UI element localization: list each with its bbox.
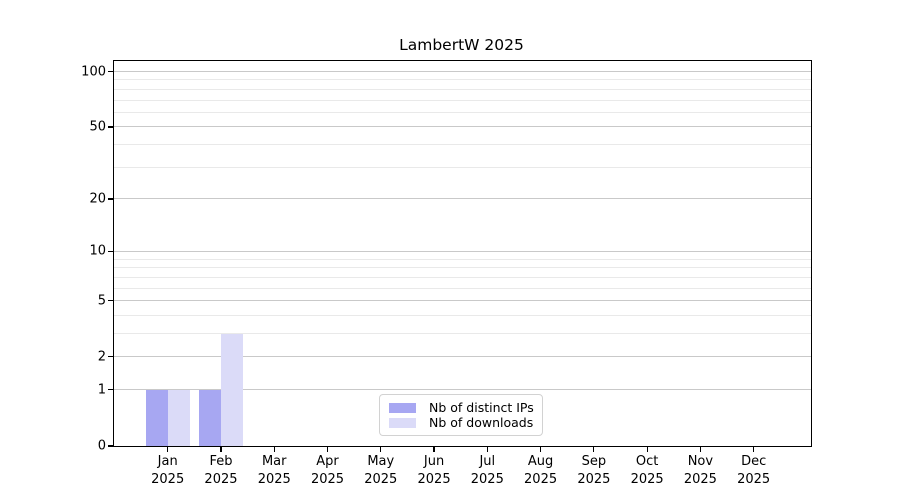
gridline-minor — [114, 79, 811, 81]
y-tick-mark — [107, 70, 113, 73]
x-tick-year: 2025 — [470, 472, 504, 488]
gridline-minor — [114, 88, 811, 90]
y-tick-label: 5 — [97, 293, 106, 309]
bar-downloads — [220, 333, 243, 446]
gridline-minor — [114, 276, 811, 278]
y-tick-label: 50 — [89, 119, 106, 135]
legend-item: Nb of downloads — [389, 415, 534, 430]
gridline-minor — [114, 258, 811, 260]
x-tick-label: Apr 2025 — [311, 453, 344, 490]
x-tick-mark — [433, 446, 435, 452]
gridline-minor — [114, 314, 811, 316]
y-tick-label: 10 — [89, 243, 106, 259]
x-tick-label: May 2025 — [364, 453, 397, 490]
x-tick-label: Sep 2025 — [577, 453, 610, 490]
y-tick-mark — [107, 198, 113, 200]
x-tick-year: 2025 — [683, 472, 717, 488]
x-tick-month: Mar — [261, 454, 287, 469]
x-tick-mark — [220, 446, 222, 452]
x-tick-mark — [753, 446, 755, 452]
x-tick-label: Jan 2025 — [151, 453, 184, 490]
x-tick-label: Aug 2025 — [524, 453, 557, 490]
x-tick-year: 2025 — [151, 472, 185, 488]
gridline-major — [114, 389, 811, 391]
gridline-major — [114, 250, 811, 252]
x-tick-label: Feb 2025 — [204, 453, 237, 490]
x-tick-mark — [539, 446, 542, 452]
x-tick-year: 2025 — [524, 472, 558, 488]
gridline-minor — [114, 333, 811, 335]
y-tick-label: 0 — [97, 438, 106, 454]
x-tick-mark — [486, 446, 488, 452]
x-tick-mark — [273, 446, 275, 452]
x-tick-mark — [646, 446, 648, 452]
y-tick-mark — [107, 250, 113, 253]
gridline-minor — [114, 99, 811, 101]
y-tick-label: 1 — [97, 382, 106, 398]
x-tick-year: 2025 — [364, 472, 398, 488]
gridline-minor — [114, 144, 811, 146]
legend-label: Nb of downloads — [429, 415, 534, 430]
x-tick-month: Feb — [209, 454, 233, 469]
x-tick-label: Oct 2025 — [631, 453, 664, 490]
x-tick-label: Dec 2025 — [737, 453, 770, 490]
y-tick-mark — [107, 389, 113, 391]
x-tick-label: Nov 2025 — [684, 453, 717, 490]
x-tick-month: Jun — [423, 454, 445, 469]
x-tick-mark — [699, 446, 701, 452]
x-tick-year: 2025 — [310, 472, 345, 488]
gridline-major — [114, 126, 811, 128]
x-tick-month: Nov — [687, 454, 714, 469]
y-tick-label: 100 — [81, 64, 106, 80]
legend-swatch — [389, 417, 416, 428]
x-tick-month: Oct — [635, 454, 659, 469]
legend-label: Nb of distinct IPs — [429, 400, 534, 415]
x-tick-month: Aug — [527, 454, 554, 469]
x-tick-year: 2025 — [257, 472, 291, 488]
x-tick-month: Dec — [741, 454, 767, 469]
y-tick-mark — [107, 126, 113, 128]
y-tick-label: 2 — [97, 349, 106, 365]
legend-swatch — [389, 402, 416, 413]
gridline-minor — [114, 166, 811, 168]
bar-downloads — [167, 389, 190, 446]
legend-item: Nb of distinct IPs — [389, 400, 534, 415]
chart-title: LambertW 2025 — [399, 36, 524, 54]
x-tick-month: Jul — [479, 454, 496, 469]
gridline-minor — [114, 267, 811, 269]
bar-distinct-ips — [145, 389, 168, 446]
gridline-major — [114, 71, 811, 73]
x-tick-label: Mar 2025 — [258, 453, 291, 490]
y-tick-mark — [107, 445, 113, 447]
gridline-major — [114, 198, 811, 200]
x-tick-year: 2025 — [417, 472, 451, 488]
x-tick-month: Jan — [157, 454, 178, 469]
x-tick-month: May — [367, 454, 395, 469]
legend: Nb of distinct IPs Nb of downloads — [379, 394, 543, 436]
gridline-major — [114, 356, 811, 358]
x-tick-mark — [593, 446, 595, 452]
x-tick-mark — [326, 446, 329, 452]
x-tick-month: Apr — [316, 454, 339, 469]
gridline-minor — [114, 111, 811, 113]
x-tick-month: Sep — [581, 454, 607, 469]
x-tick-year: 2025 — [577, 472, 611, 488]
gridline-major — [114, 300, 811, 302]
y-tick-label: 20 — [89, 191, 106, 207]
x-tick-label: Jun 2025 — [418, 453, 451, 490]
gridline-minor — [114, 287, 811, 289]
x-tick-mark — [167, 446, 169, 452]
x-tick-label: Jul 2025 — [471, 453, 504, 490]
y-tick-mark — [107, 300, 113, 302]
x-tick-year: 2025 — [737, 472, 771, 488]
plot-area: 0 1 2 5 10 20 50 100 Jan 2025 Feb 2025 Mar 2025 Apr 20… — [81, 60, 812, 487]
x-tick-year: 2025 — [204, 472, 238, 488]
x-tick-mark — [380, 446, 382, 452]
x-tick-year: 2025 — [630, 472, 664, 488]
bar-distinct-ips — [198, 389, 221, 446]
y-tick-mark — [107, 356, 113, 358]
